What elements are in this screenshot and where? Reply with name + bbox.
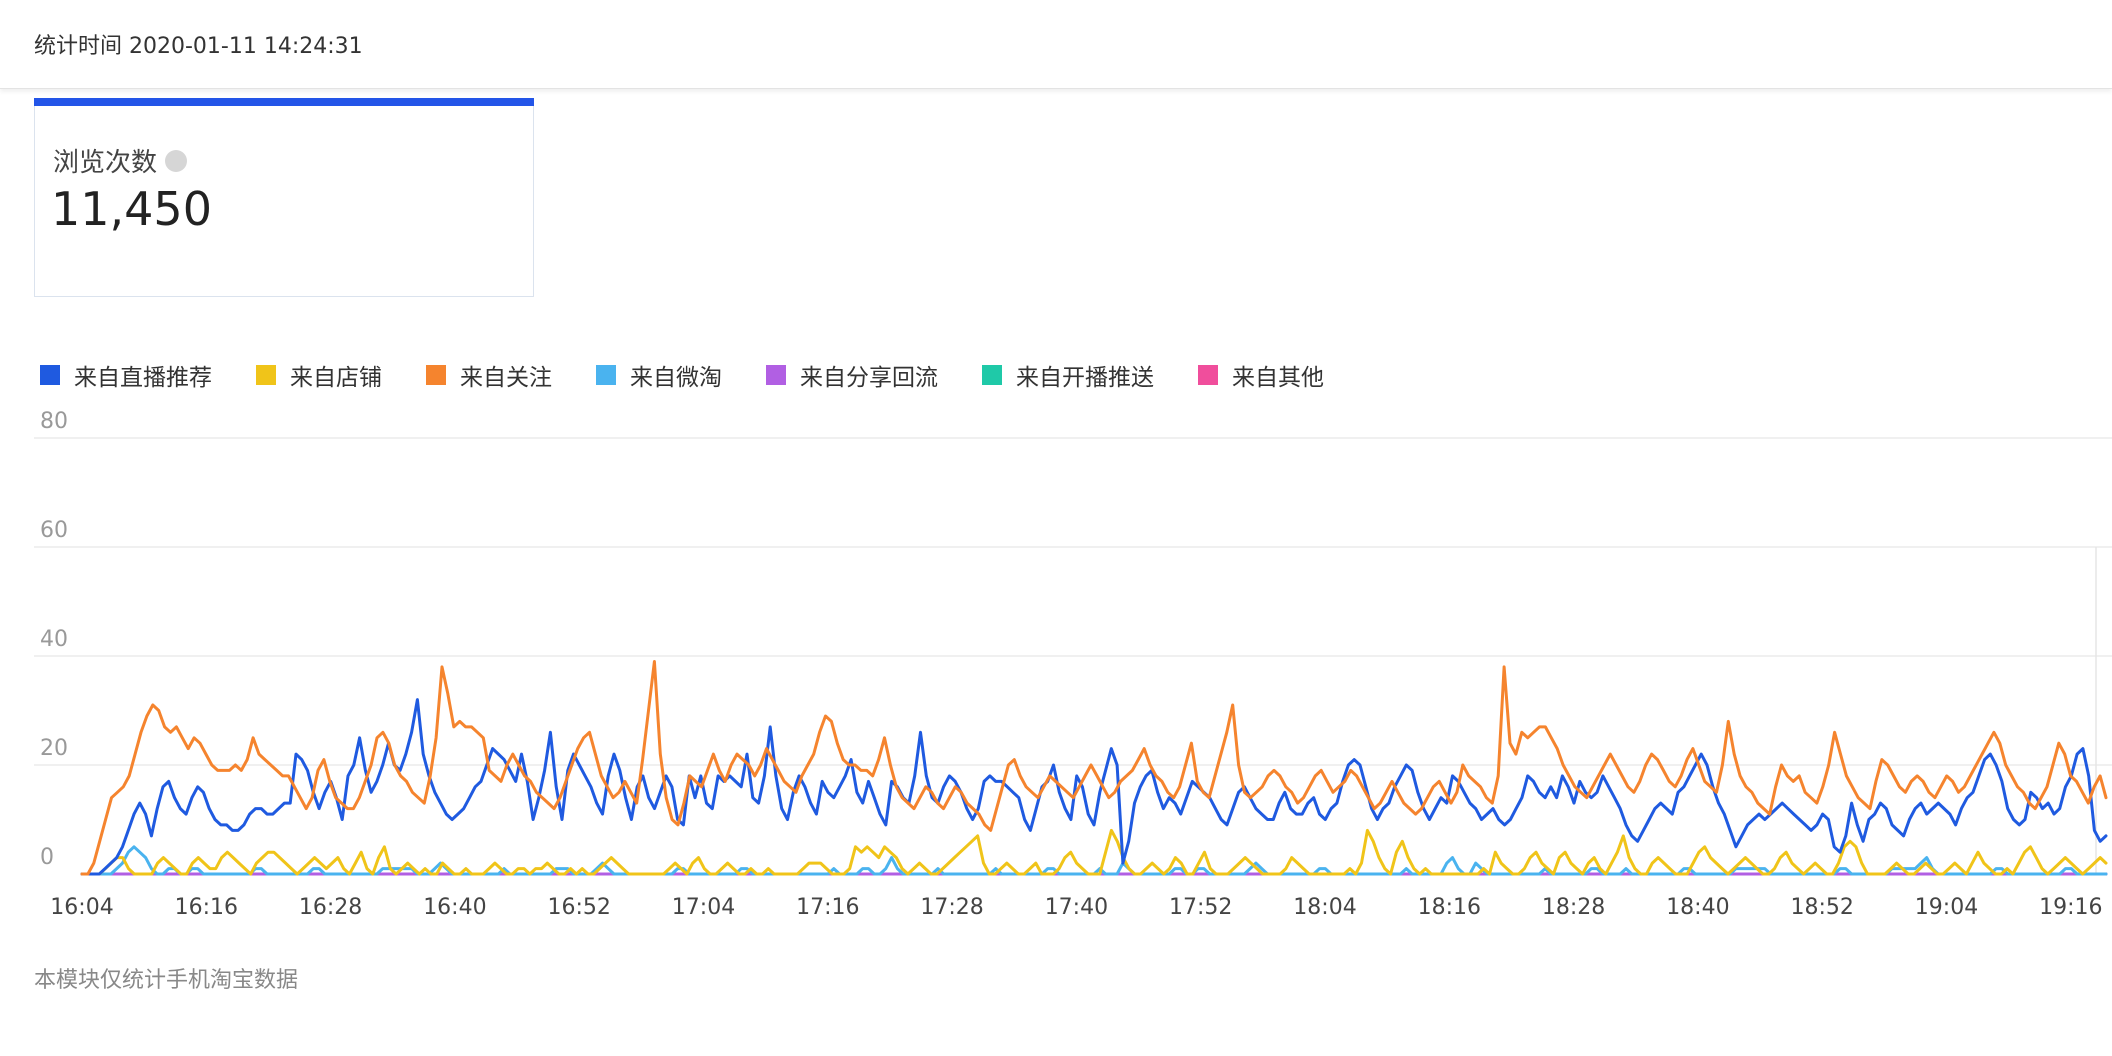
- metric-card-views[interactable]: 浏览次数 11,450: [34, 98, 534, 297]
- legend-item-0[interactable]: 来自直播推荐: [40, 358, 212, 392]
- chart-legend: 来自直播推荐 来自店铺 来自关注 来自微淘 来自分享回流 来自开播推送 来自其他: [40, 358, 1368, 392]
- y-tick-label: 20: [40, 736, 68, 761]
- legend-label: 来自微淘: [630, 365, 722, 391]
- legend-label: 来自直播推荐: [74, 365, 212, 391]
- legend-item-3[interactable]: 来自微淘: [596, 358, 722, 392]
- legend-item-5[interactable]: 来自开播推送: [982, 358, 1154, 392]
- x-tick-label: 18:40: [1666, 895, 1729, 920]
- legend-swatch: [426, 365, 446, 385]
- x-tick-label: 16:16: [175, 895, 238, 920]
- y-tick-label: 80: [40, 409, 68, 434]
- line-chart: 0 20 40 60 80 16:04 16:16 16:28 16:40 16:52 17:04 1…: [34, 409, 2112, 920]
- x-tick-label: 16:52: [547, 895, 610, 920]
- x-tick-label: 17:04: [672, 895, 735, 920]
- y-tick-label: 0: [40, 845, 54, 870]
- y-tick-label: 40: [40, 627, 68, 652]
- card-label: 浏览次数: [53, 148, 158, 178]
- x-tick-label: 17:40: [1045, 895, 1108, 920]
- x-tick-label: 17:52: [1169, 895, 1232, 920]
- x-tick-label: 16:28: [299, 895, 362, 920]
- legend-item-1[interactable]: 来自店铺: [256, 358, 382, 392]
- legend-label: 来自分享回流: [800, 365, 938, 391]
- legend-label: 来自店铺: [290, 365, 382, 391]
- card-accent-bar: [34, 98, 534, 106]
- legend-label: 来自其他: [1232, 365, 1324, 391]
- legend-swatch: [982, 365, 1002, 385]
- x-tick-label: 19:04: [1915, 895, 1978, 920]
- x-tick-label: 16:04: [50, 895, 113, 920]
- footnote: 本模块仅统计手机淘宝数据: [34, 968, 299, 993]
- stat-time: 统计时间 2020-01-11 14:24:31: [34, 34, 363, 59]
- legend-item-2[interactable]: 来自关注: [426, 358, 552, 392]
- legend-label: 来自关注: [460, 365, 552, 391]
- card-label-row: 浏览次数: [53, 142, 188, 179]
- legend-item-4[interactable]: 来自分享回流: [766, 358, 938, 392]
- legend-swatch: [596, 365, 616, 385]
- x-tick-label: 17:16: [796, 895, 859, 920]
- x-tick-label: 16:40: [423, 895, 486, 920]
- header-bar: 统计时间 2020-01-11 14:24:31: [0, 0, 2112, 89]
- help-icon[interactable]: [165, 149, 188, 172]
- legend-swatch: [766, 365, 786, 385]
- series-line-2: [80, 660, 2108, 876]
- legend-label: 来自开播推送: [1016, 365, 1154, 391]
- x-tick-label: 18:52: [1790, 895, 1853, 920]
- y-tick-label: 60: [40, 518, 68, 543]
- legend-swatch: [256, 365, 276, 385]
- x-tick-label: 18:28: [1542, 895, 1605, 920]
- x-tick-label: 18:04: [1293, 895, 1356, 920]
- x-tick-label: 19:16: [2039, 895, 2102, 920]
- legend-swatch: [1198, 365, 1218, 385]
- series-line-1: [80, 828, 2108, 876]
- card-value: 11,450: [51, 182, 212, 236]
- x-tick-label: 17:28: [920, 895, 983, 920]
- legend-swatch: [40, 365, 60, 385]
- series-line-0: [80, 698, 2108, 876]
- x-tick-label: 18:16: [1418, 895, 1481, 920]
- legend-item-6[interactable]: 来自其他: [1198, 358, 1324, 392]
